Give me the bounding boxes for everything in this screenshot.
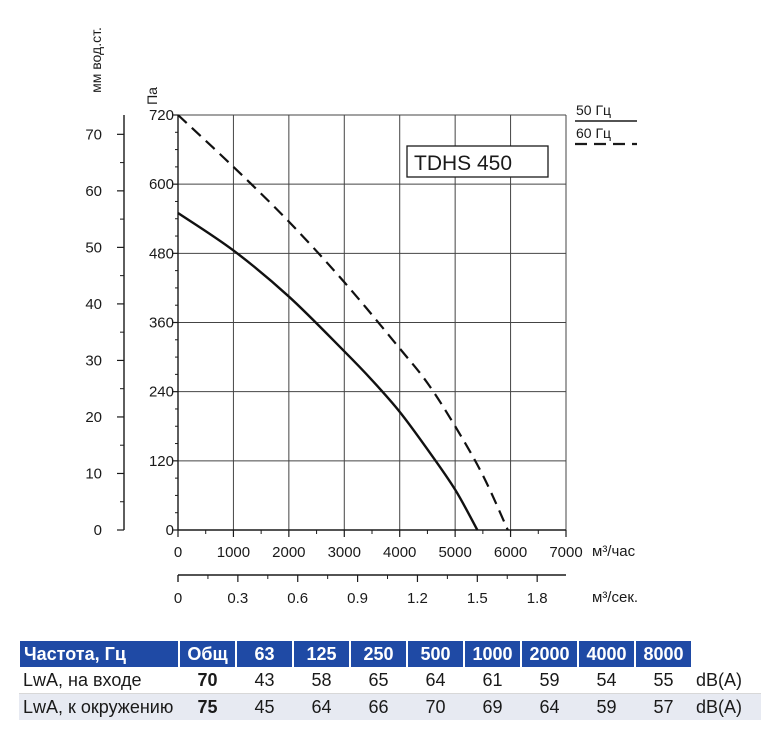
y-pa-tick-label: 240 — [149, 384, 174, 401]
table-cell: 59 — [578, 693, 635, 720]
x2-tick-label: 1.8 — [527, 590, 548, 607]
header-500: 500 — [406, 641, 465, 667]
x-tick-label: 5000 — [438, 544, 471, 561]
y-mm-tick-label: 10 — [85, 465, 102, 482]
y-mm-tick-label: 30 — [85, 352, 102, 369]
table-cell: 54 — [578, 667, 635, 694]
table-cell: 69 — [464, 693, 521, 720]
y-pa-tick-label: 720 — [149, 107, 174, 124]
header-frequency: Частота, Гц — [18, 641, 180, 667]
row-total: 75 — [179, 693, 236, 720]
legend-50hz-label: 50 Гц — [576, 102, 611, 118]
table-cell: 55 — [635, 667, 692, 694]
x2-tick-label: 1.5 — [467, 590, 488, 607]
x-tick-label: 3000 — [328, 544, 361, 561]
curve-60hz — [177, 114, 509, 531]
row-unit: dB(A) — [692, 693, 761, 720]
x-tick-label: 2000 — [272, 544, 305, 561]
row-label: LwA, на входе — [19, 667, 179, 694]
table-row: LwA, к окружению 75 45 64 66 70 69 64 59… — [19, 693, 761, 720]
y-mm-tick-label: 40 — [85, 296, 102, 313]
header-63: 63 — [235, 641, 294, 667]
table-cell: 64 — [521, 693, 578, 720]
model-label-box — [406, 145, 549, 178]
header-1000: 1000 — [463, 641, 522, 667]
y-pa-tick-label: 360 — [149, 315, 174, 332]
legend-60hz-label: 60 Гц — [576, 125, 611, 141]
x-tick-label: 7000 — [549, 544, 582, 561]
y-mm-tick-label: 50 — [85, 239, 102, 256]
table-cell: 43 — [236, 667, 293, 694]
x-tick-label: 0 — [174, 544, 182, 561]
x-tick-label: 6000 — [494, 544, 527, 561]
table-cell: 57 — [635, 693, 692, 720]
table-cell: 45 — [236, 693, 293, 720]
header-8000: 8000 — [634, 641, 693, 667]
table-cell: 66 — [350, 693, 407, 720]
x-tick-label: 1000 — [217, 544, 250, 561]
chart-axes — [117, 114, 567, 582]
fan-performance-chart: 0 1000 2000 3000 4000 5000 6000 700001202403604… — [85, 27, 638, 607]
table-cell: 64 — [293, 693, 350, 720]
table-row: LwA, на входе 70 43 58 65 64 61 59 54 55… — [19, 667, 761, 694]
x2-tick-label: 0.3 — [227, 590, 248, 607]
chart-labels: 0 1000 2000 3000 4000 5000 6000 700001202403604… — [85, 107, 582, 607]
header-250: 250 — [349, 641, 408, 667]
x-tick-label: 4000 — [383, 544, 416, 561]
x2-tick-label: 0.6 — [287, 590, 308, 607]
chart-grid — [178, 114, 567, 530]
x2-tick-label: 0.9 — [347, 590, 368, 607]
table-cell: 65 — [350, 667, 407, 694]
table-cell: 59 — [521, 667, 578, 694]
y-mm-tick-label: 20 — [85, 409, 102, 426]
row-unit: dB(A) — [692, 667, 761, 694]
model-label: TDHS 450 — [414, 152, 512, 175]
header-125: 125 — [292, 641, 351, 667]
header-total: Общ — [178, 641, 237, 667]
table-header-row: Частота, Гц Общ 63 125 250 500 1000 2000… — [18, 641, 762, 667]
x-unit-secondary-label: м³/сек. — [592, 589, 638, 606]
y-mm-tick-label: 70 — [85, 126, 102, 143]
table-cell: 70 — [407, 693, 464, 720]
table-cell: 64 — [407, 667, 464, 694]
row-total: 70 — [179, 667, 236, 694]
table-cell: 58 — [293, 667, 350, 694]
header-4000: 4000 — [577, 641, 636, 667]
table-cell: 61 — [464, 667, 521, 694]
curve-50hz — [177, 211, 479, 531]
noise-table: Частота, Гц Общ 63 125 250 500 1000 2000… — [18, 641, 762, 720]
y-unit-right-label: Па — [144, 87, 160, 105]
x2-tick-label: 0 — [174, 590, 182, 607]
chart-curves — [177, 114, 509, 531]
y-pa-tick-label: 0 — [166, 522, 174, 539]
y-mm-tick-label: 60 — [85, 183, 102, 200]
x2-tick-label: 1.2 — [407, 590, 428, 607]
x-unit-primary-label: м³/час — [592, 543, 636, 560]
header-unit-blank — [691, 641, 762, 667]
y-pa-tick-label: 600 — [149, 176, 174, 193]
y-mm-tick-label: 0 — [94, 522, 102, 539]
y-unit-left-label: мм вод.ст. — [88, 27, 104, 93]
header-2000: 2000 — [520, 641, 579, 667]
row-label: LwA, к окружению — [19, 693, 179, 720]
y-pa-tick-label: 480 — [149, 245, 174, 262]
y-pa-tick-label: 120 — [149, 453, 174, 470]
